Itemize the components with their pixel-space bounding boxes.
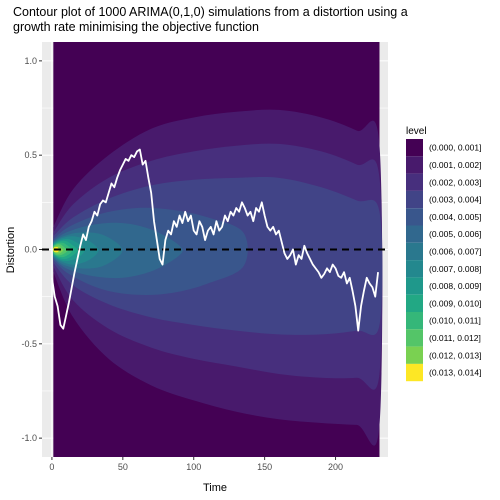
y-tick-label: -1.0 (21, 433, 37, 443)
legend-title: level (406, 126, 427, 137)
y-tick-label: -0.5 (21, 339, 37, 349)
x-tick-label: 0 (49, 462, 54, 472)
legend-label: (0.012, 0.013] (429, 350, 481, 360)
legend-label: (0.010, 0.011] (429, 316, 481, 326)
legend-label: (0.005, 0.006] (429, 229, 481, 239)
y-axis-ticks: 1.0 0.5 0.0 -0.5 -1.0 (21, 56, 42, 443)
legend-swatch (406, 312, 423, 330)
legend-swatch (406, 225, 423, 243)
chart-title-line-1: Contour plot of 1000 ARIMA(0,1,0) simula… (13, 5, 408, 19)
legend-swatch (406, 190, 423, 209)
legend-label: (0.009, 0.010] (429, 298, 481, 308)
legend-swatch (406, 363, 423, 382)
legend-label: (0.001, 0.002] (429, 160, 481, 170)
x-axis-label: Time (203, 482, 227, 494)
chart-title-line-2: growth rate minimising the objective fun… (13, 20, 259, 34)
legend-swatch (406, 208, 423, 226)
y-tick-label: 1.0 (24, 56, 37, 66)
legend-label: (0.004, 0.005] (429, 212, 481, 222)
x-tick-label: 200 (328, 462, 343, 472)
legend: level (0.000, 0.001] (0.001, 0.002] (0.002… (406, 126, 481, 382)
legend-label: (0.013, 0.014] (429, 368, 481, 378)
x-tick-label: 150 (257, 462, 272, 472)
legend-swatch (406, 260, 423, 278)
legend-label: (0.011, 0.012] (429, 333, 481, 343)
legend-swatch (406, 173, 423, 191)
x-axis-ticks: 0 50 100 150 200 (49, 457, 343, 472)
legend-swatch (406, 277, 423, 295)
legend-label: (0.000, 0.001] (429, 143, 481, 153)
legend-swatch (406, 346, 423, 364)
x-tick-label: 100 (186, 462, 201, 472)
legend-swatch (406, 242, 423, 261)
x-tick-label: 50 (118, 462, 128, 472)
legend-label: (0.006, 0.007] (429, 246, 481, 256)
legend-label: (0.008, 0.009] (429, 281, 481, 291)
legend-swatch (406, 139, 423, 157)
y-tick-label: 0.0 (24, 245, 37, 255)
legend-swatch (406, 329, 423, 347)
legend-label: (0.002, 0.003] (429, 177, 481, 187)
legend-swatch (406, 294, 423, 312)
y-tick-label: 0.5 (24, 150, 37, 160)
simulation-path (51, 148, 379, 332)
legend-label: (0.007, 0.008] (429, 264, 481, 274)
simulation-path-line (51, 148, 379, 332)
y-axis-label: Distortion (5, 227, 17, 273)
legend-swatch (406, 156, 423, 174)
legend-label: (0.003, 0.004] (429, 195, 481, 205)
legend-items: (0.000, 0.001] (0.001, 0.002] (0.002, 0.00… (406, 139, 481, 382)
